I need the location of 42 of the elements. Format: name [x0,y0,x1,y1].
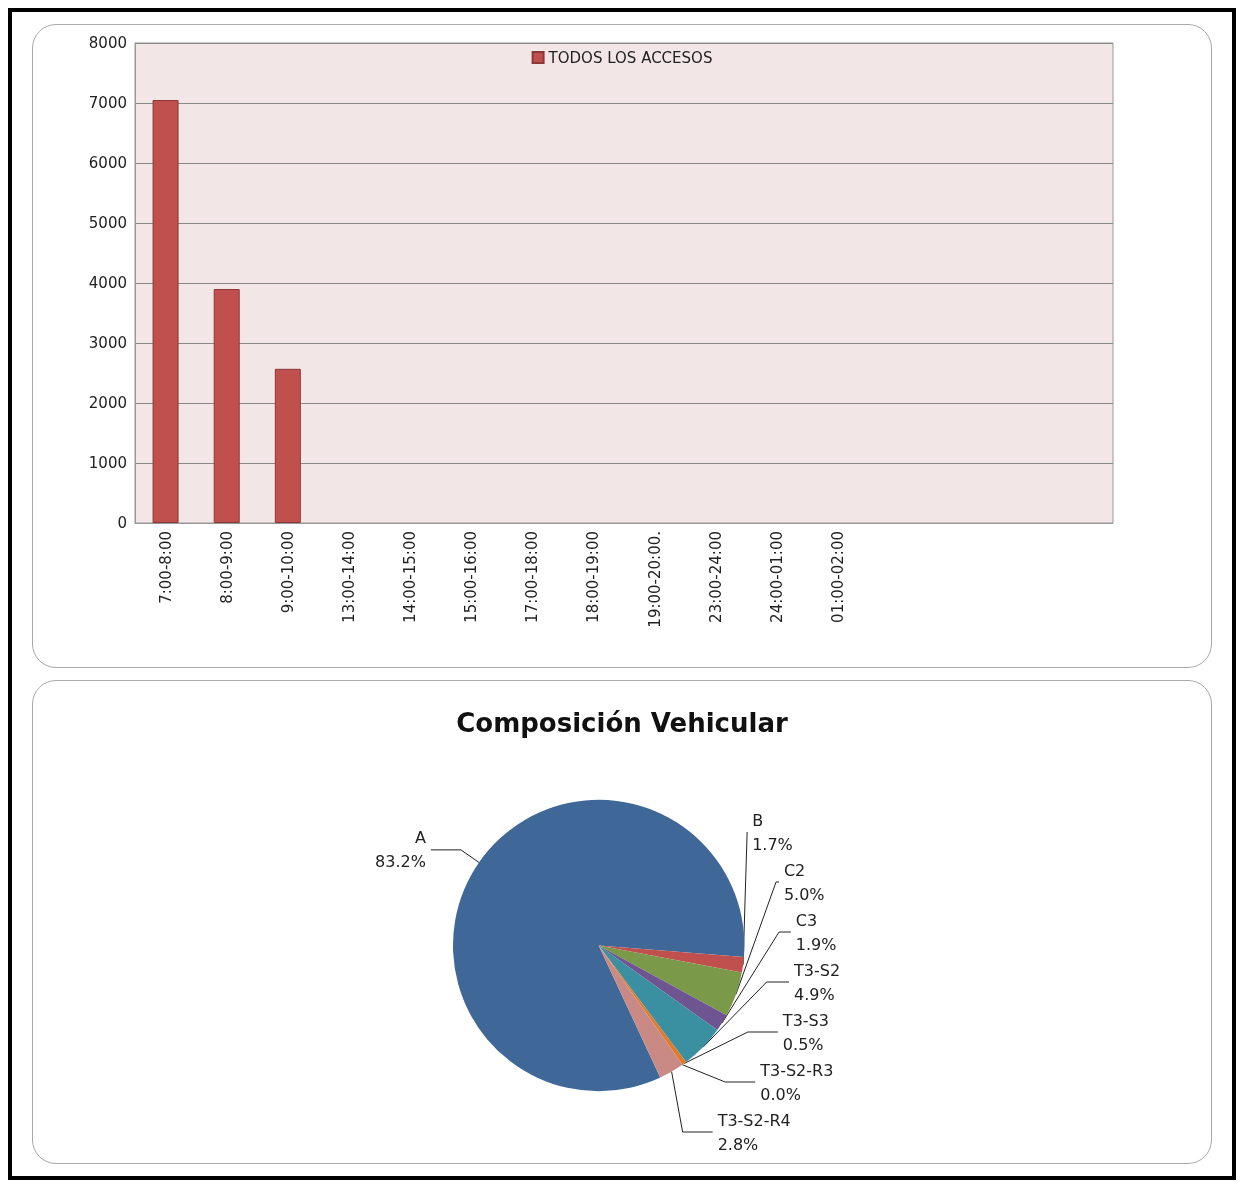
data-label: 1.7% [752,834,793,854]
slice-label: T3-S2-R4 [716,1110,791,1130]
y-tick-label: 5000 [88,214,127,232]
slice-label: B [752,810,764,830]
legend-label: TODOS LOS ACCESOS [547,48,713,67]
legend-label: T3-S2-R3 [759,1060,834,1080]
data-label: 1.9% [795,934,837,954]
x-tick-label: 01:00-02:00 [828,531,847,623]
data-label: 83.2% [375,852,426,872]
y-tick-label: 1000 [88,454,127,472]
bar [274,368,301,523]
data-label: 4.9% [794,984,835,1004]
x-tick-label: 19:00-20:00. [645,531,664,628]
y-tick-label: 6000 [88,154,127,172]
x-tick-label: 18:00-19:00 [584,531,603,623]
y-tick-label: 0 [117,514,127,532]
y-tick-label: 4000 [88,274,127,292]
x-tick-label: 7:00-8:00 [156,531,175,604]
x-tick-label: 24:00-01:00 [767,531,786,623]
data-label: 5.0% [783,884,825,904]
slice-label: C3 [795,910,818,930]
bar [152,100,179,523]
x-tick-label: 17:00-18:00 [523,531,542,623]
x-tick-label: 8:00-9:00 [217,531,236,604]
bar [213,289,240,523]
text: 0.0% [760,1084,801,1104]
slice-label: A [414,828,426,848]
chart-title: Composición Vehicular [456,708,788,738]
y-tick-label: 8000 [88,34,127,52]
data-label: 0.5% [782,1034,824,1054]
y-tick-label: 3000 [88,334,127,352]
data-label: 2.8% [717,1134,759,1154]
x-tick-label: 13:00-14:00 [339,531,358,623]
slice-label: T3-S2 [793,960,841,980]
x-tick-label: 9:00-10:00 [278,531,297,614]
x-tick-label: 14:00-15:00 [401,531,420,623]
y-tick-label: 7000 [88,94,127,112]
x-tick-label: 15:00-16:00 [462,531,481,623]
x-tick-label: 23:00-24:00 [706,531,725,623]
y-tick-label: 2000 [88,394,127,412]
slice-label: C2 [783,860,806,880]
slice-label: T3-S3 [781,1010,829,1030]
